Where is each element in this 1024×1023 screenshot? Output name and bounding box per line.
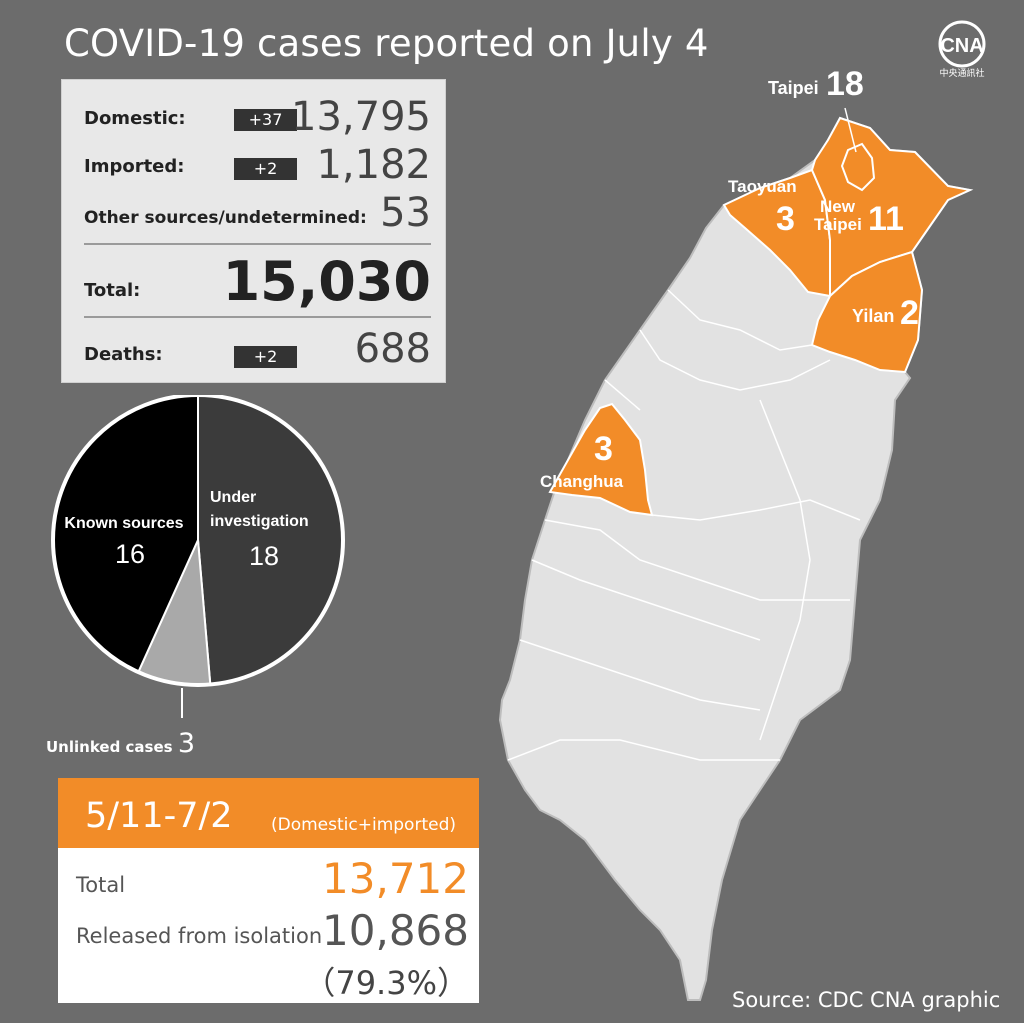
map-label-yilan: Yilan bbox=[852, 306, 894, 326]
source-credit: Source: CDC CNA graphic bbox=[732, 988, 1001, 1012]
unlinked-value: 3 bbox=[177, 728, 195, 759]
map-value-taipei: 18 bbox=[826, 65, 864, 103]
pie-label-under-line2: investigation bbox=[210, 513, 309, 530]
map-value-yilan: 2 bbox=[900, 294, 919, 332]
domestic-label: Domestic: bbox=[84, 108, 186, 129]
total-value: 15,030 bbox=[222, 250, 431, 313]
taiwan-map: Taipei 18 Taoyuan 3 New Taipei 11 Yilan … bbox=[498, 65, 974, 1001]
map-value-taoyuan: 3 bbox=[776, 200, 795, 238]
cumulative-header: 5/11-7/2 (Domestic+imported) bbox=[58, 778, 479, 848]
pie-label-known: Known sources bbox=[64, 515, 183, 532]
unlinked-leader-line bbox=[181, 688, 183, 718]
stats-panel: Domestic: +37 13,795 Imported: +2 1,182 … bbox=[62, 80, 445, 382]
map-label-new-taipei-line2: Taipei bbox=[814, 215, 862, 234]
imported-label: Imported: bbox=[84, 156, 185, 177]
pie-value-under: 18 bbox=[249, 541, 279, 571]
map-label-changhua: Changhua bbox=[540, 472, 624, 491]
deaths-label: Deaths: bbox=[84, 344, 163, 365]
imported-row: Imported: +2 1,182 bbox=[84, 142, 431, 190]
cumulative-total-value: 13,712 bbox=[322, 854, 469, 903]
domestic-value: 13,795 bbox=[291, 94, 431, 140]
pie-slices bbox=[52, 395, 344, 686]
imported-delta-badge: +2 bbox=[234, 158, 297, 180]
total-label: Total: bbox=[84, 280, 141, 301]
other-value: 53 bbox=[380, 190, 431, 236]
map-value-changhua: 3 bbox=[594, 430, 613, 468]
page-title: COVID-19 cases reported on July 4 bbox=[64, 22, 709, 65]
released-label: Released from isolation bbox=[76, 924, 323, 948]
cna-logo: CNA 中央通訊社 bbox=[938, 20, 986, 79]
released-value: 10,868 bbox=[322, 906, 469, 955]
deaths-row: Deaths: +2 688 bbox=[84, 326, 431, 374]
pie-slice-under-investigation bbox=[197, 395, 344, 686]
total-row: Total: 15,030 bbox=[84, 250, 431, 314]
deaths-delta-badge: +2 bbox=[234, 346, 297, 368]
other-label: Other sources/undetermined: bbox=[84, 208, 367, 228]
divider bbox=[84, 316, 431, 318]
map-value-new-taipei: 11 bbox=[868, 200, 904, 238]
unlinked-label-text: Unlinked cases bbox=[46, 738, 173, 756]
county-boundaries bbox=[507, 289, 861, 761]
imported-value: 1,182 bbox=[316, 142, 431, 188]
pie-label-under-line1: Under bbox=[210, 489, 256, 506]
source-pie-chart: Known sources 16 Under investigation 18 bbox=[51, 395, 345, 687]
map-label-new-taipei-line1: New bbox=[820, 197, 856, 216]
map-region-taipei bbox=[840, 142, 876, 192]
taipei-leader-line bbox=[844, 107, 857, 153]
map-label-taipei: Taipei bbox=[768, 78, 819, 98]
domestic-delta-badge: +37 bbox=[234, 109, 297, 131]
other-row: Other sources/undetermined: 53 bbox=[84, 188, 431, 236]
map-label-taoyuan: Taoyuan bbox=[728, 177, 797, 196]
pie-value-known: 16 bbox=[115, 539, 145, 569]
cumulative-panel: 5/11-7/2 (Domestic+imported) Total 13,71… bbox=[58, 778, 479, 1003]
deaths-value: 688 bbox=[354, 326, 431, 372]
logo-text: 中央通訊社 bbox=[939, 67, 984, 79]
map-region-changhua bbox=[548, 402, 654, 517]
logo-mark: CNA bbox=[940, 35, 983, 57]
divider bbox=[84, 243, 431, 245]
unlinked-cases-label: Unlinked cases 3 bbox=[46, 728, 195, 759]
date-range-note: (Domestic+imported) bbox=[271, 815, 456, 835]
cumulative-total-label: Total bbox=[76, 873, 126, 897]
released-percent: （79.3%） bbox=[303, 964, 469, 1002]
pie-outline bbox=[51, 395, 345, 687]
date-range: 5/11-7/2 bbox=[85, 796, 233, 836]
domestic-row: Domestic: +37 13,795 bbox=[84, 94, 431, 142]
